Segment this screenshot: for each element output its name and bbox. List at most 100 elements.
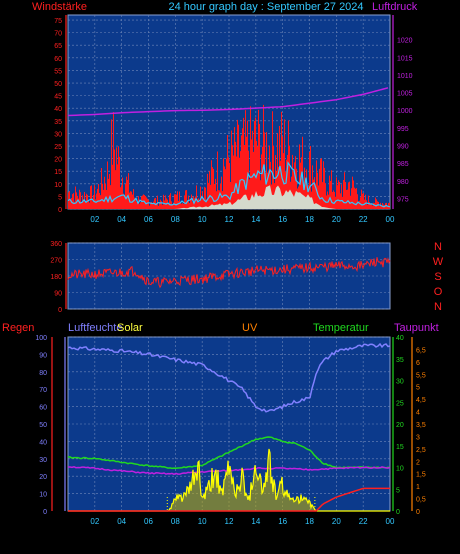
uv-label: UV (242, 322, 258, 334)
x-tick-label: 02 (90, 215, 99, 224)
wind-tick-label: 70 (54, 31, 62, 38)
wind-tick-label: 5 (58, 194, 62, 201)
pressure-tick-label: 990 (397, 144, 409, 151)
humidity-label: Luftfeuchte (68, 322, 122, 334)
rain-tick-label: 10 (39, 492, 47, 499)
x-tick-label: 10 (198, 215, 207, 224)
pressure-line (67, 87, 389, 117)
uv-tick-label: 1 (416, 484, 420, 491)
rain-tick-label: 20 (39, 474, 47, 481)
rain-tick-label: 50 (39, 422, 47, 429)
temperature-tick-label: 10 (396, 466, 404, 473)
temperature-line (67, 436, 391, 470)
compass-label: N (434, 241, 442, 253)
temperature-tick-label: 15 (396, 444, 404, 451)
rain-line (68, 487, 390, 512)
x-tick-label: 18 (305, 517, 314, 526)
pressure-axis-label: Luftdruck (372, 1, 418, 13)
temperature-tick-label: 20 (396, 422, 404, 429)
wind-axis-label: Windstärke (32, 1, 87, 13)
x-tick-label: 14 (251, 215, 260, 224)
pressure-tick-label: 995 (397, 126, 409, 133)
temperature-tick-label: 25 (396, 400, 404, 407)
direction-tick-label: 360 (50, 241, 62, 248)
uv-tick-label: 3 (416, 434, 420, 441)
x-tick-label: 22 (359, 215, 368, 224)
rain-tick-label: 0 (43, 509, 47, 516)
rain-label: Regen (2, 322, 34, 334)
x-tick-label: 00 (386, 517, 395, 526)
uv-tick-label: 6 (416, 360, 420, 367)
wind-tick-label: 30 (54, 131, 62, 138)
pressure-tick-label: 1015 (397, 55, 413, 62)
rain-tick-label: 40 (39, 439, 47, 446)
direction-tick-label: 0 (58, 307, 62, 314)
direction-tick-label: 90 (54, 291, 62, 298)
temperature-tick-label: 0 (396, 509, 400, 516)
wind-tick-label: 25 (54, 144, 62, 151)
chart-title: 24 hour graph day : September 27 2024 (168, 1, 363, 13)
x-tick-label: 08 (171, 517, 180, 526)
pressure-tick-label: 985 (397, 161, 409, 168)
wind-min-area (68, 185, 390, 209)
temperature-label: Temperatur (313, 322, 369, 334)
temperature-tick-label: 40 (396, 335, 404, 342)
wind-tick-label: 75 (54, 18, 62, 25)
wind-direction-line (67, 256, 391, 289)
pressure-tick-label: 1010 (397, 73, 413, 80)
humidity-line (67, 342, 391, 413)
wind-tick-label: 65 (54, 43, 62, 50)
uv-tick-label: 3,5 (416, 422, 426, 429)
uv-tick-label: 5,5 (416, 372, 426, 379)
temperature-tick-label: 30 (396, 379, 404, 386)
uv-tick-label: 4 (416, 410, 420, 417)
temperature-tick-label: 5 (396, 487, 400, 494)
x-tick-label: 10 (198, 517, 207, 526)
x-tick-label: 08 (171, 215, 180, 224)
wind-tick-label: 40 (54, 106, 62, 113)
x-tick-label: 16 (278, 517, 287, 526)
pressure-tick-label: 1000 (397, 108, 413, 115)
uv-tick-label: 6,5 (416, 347, 426, 354)
x-tick-label: 18 (305, 215, 314, 224)
wind-tick-label: 60 (54, 56, 62, 63)
direction-tick-label: 180 (50, 274, 62, 281)
uv-tick-label: 2,5 (416, 447, 426, 454)
wind-tick-label: 45 (54, 94, 62, 101)
x-tick-label: 20 (332, 215, 341, 224)
rain-tick-label: 70 (39, 387, 47, 394)
wind-avg-line (67, 161, 391, 208)
wind-tick-label: 55 (54, 68, 62, 75)
pressure-tick-label: 975 (397, 196, 409, 203)
x-tick-label: 02 (90, 517, 99, 526)
wind-tick-label: 10 (54, 182, 62, 189)
pressure-tick-label: 1020 (397, 38, 413, 45)
x-tick-label: 20 (332, 517, 341, 526)
pressure-tick-label: 1005 (397, 91, 413, 98)
x-tick-label: 04 (117, 215, 126, 224)
wind-tick-label: 15 (54, 169, 62, 176)
wind-tick-label: 0 (58, 207, 62, 214)
temperature-tick-label: 35 (396, 357, 404, 364)
uv-tick-label: 0 (416, 509, 420, 516)
uv-tick-label: 1,5 (416, 472, 426, 479)
pressure-tick-label: 980 (397, 179, 409, 186)
compass-label: N (434, 301, 442, 313)
x-tick-label: 12 (225, 517, 234, 526)
wind-tick-label: 50 (54, 81, 62, 88)
uv-tick-label: 5 (416, 385, 420, 392)
dewpoint-label: Taupunkt (394, 322, 439, 334)
rain-tick-label: 80 (39, 370, 47, 377)
x-tick-label: 22 (359, 517, 368, 526)
compass-label: O (434, 286, 443, 298)
solar-label: Solar (117, 322, 143, 334)
compass-label: W (433, 256, 444, 268)
x-tick-label: 14 (251, 517, 260, 526)
x-tick-label: 12 (225, 215, 234, 224)
uv-tick-label: 2 (416, 459, 420, 466)
compass-label: S (434, 271, 441, 283)
rain-tick-label: 30 (39, 457, 47, 464)
solar-area (68, 448, 390, 511)
